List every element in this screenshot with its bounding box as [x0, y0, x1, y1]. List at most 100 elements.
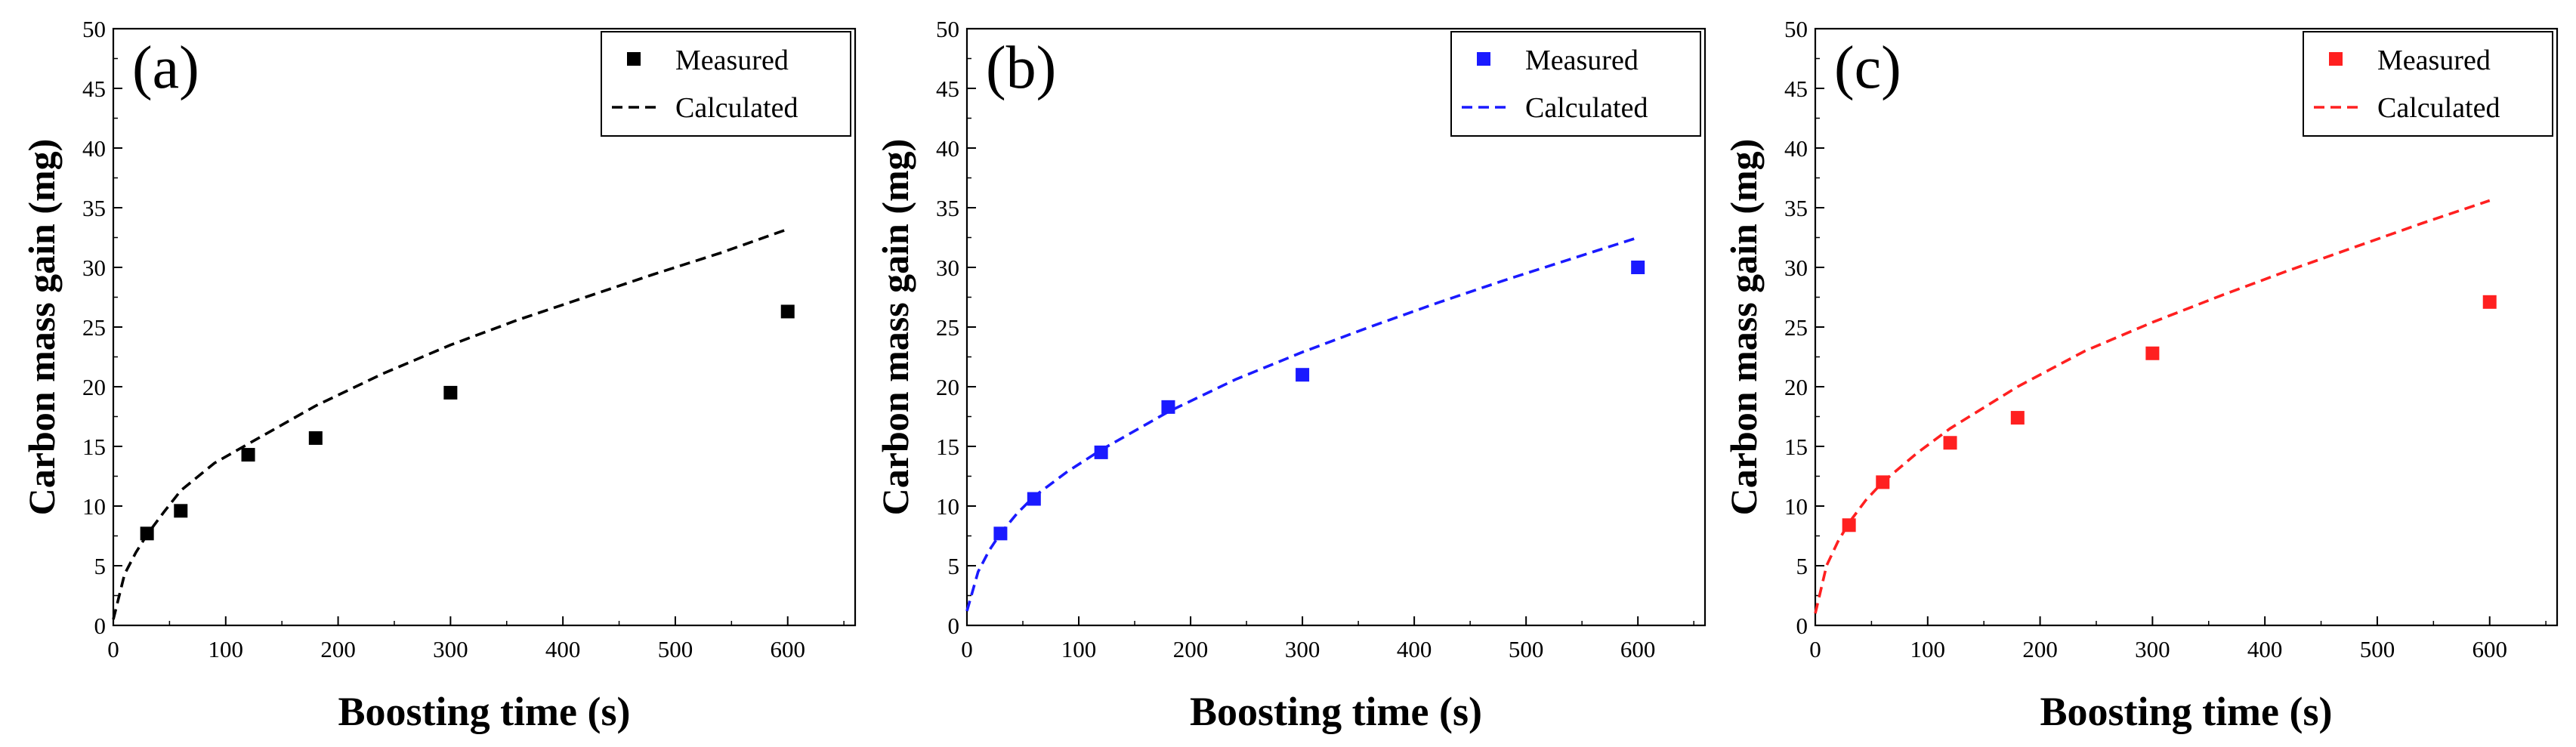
panel-1: 0 100 200 300 400 500 600 0 5 10 15 20 25 30 35 40 45 50 B…: [20, 16, 857, 734]
legend-box: [1450, 31, 1701, 137]
x-tick-label: 0: [107, 636, 119, 662]
y-tick-label: 45: [1784, 76, 1808, 102]
measured-point: [2145, 346, 2160, 360]
y-axis-title: Carbon mass gain (mg): [20, 139, 63, 516]
x-tick-label: 500: [2360, 636, 2395, 662]
y-tick-label: 15: [82, 434, 106, 460]
panel-2: 0 100 200 300 400 500 600 0 5 10 15 20 25 30 35 40 45 50 B…: [874, 16, 1707, 734]
y-tick-label: 20: [82, 374, 106, 400]
calculated-line: [112, 227, 789, 620]
measured-point: [1094, 445, 1108, 459]
x-axis-title: Boosting time (s): [2040, 689, 2333, 734]
panel-3: 0 100 200 300 400 500 600 0 5 10 15 20 25 30 35 40 45 50 B…: [1722, 16, 2559, 734]
calculated-line: [1814, 199, 2491, 614]
x-tick-label: 0: [1809, 636, 1821, 662]
y-tick-label: 0: [94, 613, 107, 639]
x-tick-label: 500: [1509, 636, 1544, 662]
y-axis-title: Carbon mass gain (mg): [1722, 139, 1765, 516]
y-tick-label: 20: [1784, 374, 1808, 400]
x-tick-label: 200: [2022, 636, 2058, 662]
legend-label-measured: Measured: [675, 45, 789, 76]
y-tick-label: 5: [948, 553, 960, 579]
y-tick-label: 15: [936, 434, 959, 460]
y-tick-label: 0: [948, 613, 960, 639]
y-tick-label: 20: [936, 374, 959, 400]
measured-point: [1842, 518, 1856, 532]
y-tick-label: 40: [82, 135, 106, 162]
panel-label: (b): [986, 35, 1056, 101]
x-tick-label: 400: [2247, 636, 2283, 662]
measured-point: [993, 526, 1008, 541]
y-tick-label: 40: [936, 135, 959, 162]
legend-label-calculated: Calculated: [1525, 92, 1648, 124]
legend-marker-measured: [1477, 52, 1490, 66]
x-tick-label: 100: [1061, 636, 1097, 662]
panel-label: (c): [1834, 35, 1901, 101]
measured-point: [1027, 492, 1041, 506]
y-tick-label: 5: [94, 553, 107, 579]
y-tick-label: 50: [1784, 16, 1808, 42]
measured-point: [1876, 475, 1890, 489]
legend-label-measured: Measured: [2377, 45, 2491, 76]
y-tick-label: 35: [1784, 195, 1808, 221]
y-tick-label: 25: [82, 314, 106, 341]
y-tick-label: 40: [1784, 135, 1808, 162]
measured-point: [241, 448, 255, 462]
measured-point: [1296, 368, 1310, 382]
y-tick-label: 15: [1784, 434, 1808, 460]
legend-label-calculated: Calculated: [2377, 92, 2500, 124]
measured-point: [308, 431, 323, 445]
legend-box: [2303, 31, 2553, 137]
x-tick-label: 400: [1397, 636, 1432, 662]
x-axis-title: Boosting time (s): [1190, 689, 1482, 734]
y-axis-title: Carbon mass gain (mg): [874, 139, 916, 516]
calculated-line: [965, 236, 1639, 612]
y-tick-label: 5: [1796, 553, 1808, 579]
y-tick-label: 0: [1796, 613, 1808, 639]
y-tick-label: 35: [82, 195, 106, 221]
x-tick-label: 0: [961, 636, 973, 662]
legend-label-calculated: Calculated: [675, 92, 798, 124]
legend-label-measured: Measured: [1525, 45, 1639, 76]
x-tick-label: 300: [433, 636, 468, 662]
y-tick-label: 30: [82, 255, 106, 281]
y-tick-label: 50: [82, 16, 106, 42]
y-tick-label: 10: [82, 493, 106, 520]
y-tick-label: 30: [936, 255, 959, 281]
measured-point: [1631, 261, 1645, 274]
x-tick-label: 500: [658, 636, 693, 662]
x-tick-label: 100: [1910, 636, 1946, 662]
measured-point: [2482, 295, 2497, 309]
measured-point: [1943, 436, 1957, 450]
y-tick-label: 10: [1784, 493, 1808, 520]
x-tick-label: 600: [1620, 636, 1656, 662]
y-tick-label: 30: [1784, 255, 1808, 281]
y-tick-label: 45: [936, 76, 959, 102]
legend-box: [601, 31, 851, 137]
x-tick-label: 300: [2135, 636, 2170, 662]
x-tick-label: 200: [320, 636, 356, 662]
y-tick-label: 50: [936, 16, 959, 42]
measured-point: [140, 526, 154, 541]
x-tick-label: 600: [2472, 636, 2507, 662]
x-tick-label: 300: [1285, 636, 1320, 662]
x-axis-title: Boosting time (s): [338, 689, 631, 734]
measured-point: [2010, 411, 2025, 425]
x-tick-label: 200: [1173, 636, 1209, 662]
measured-point: [1161, 400, 1175, 414]
x-tick-label: 400: [545, 636, 581, 662]
measured-point: [174, 504, 188, 518]
measured-point: [443, 385, 458, 400]
measured-point: [780, 304, 795, 319]
x-tick-label: 600: [770, 636, 805, 662]
legend-marker-measured: [2329, 52, 2343, 66]
y-tick-label: 10: [936, 493, 959, 520]
x-tick-label: 100: [208, 636, 244, 662]
y-tick-label: 35: [936, 195, 959, 221]
panel-label: (a): [132, 35, 199, 101]
y-tick-label: 25: [1784, 314, 1808, 341]
y-tick-label: 45: [82, 76, 106, 102]
y-tick-label: 25: [936, 314, 959, 341]
legend-marker-measured: [627, 52, 641, 66]
